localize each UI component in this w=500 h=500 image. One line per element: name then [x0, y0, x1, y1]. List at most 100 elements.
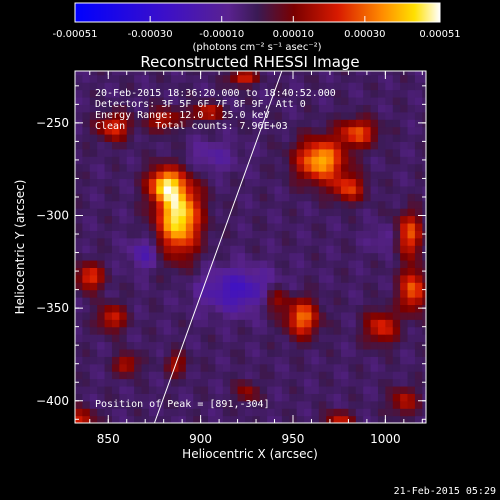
heatmap-cell [185, 185, 194, 194]
heatmap-cell [230, 133, 239, 142]
heatmap-cell [185, 415, 194, 423]
heatmap-cell [422, 334, 426, 343]
heatmap-cell [348, 111, 357, 120]
heatmap-cell [215, 230, 224, 239]
heatmap-cell [89, 393, 98, 402]
heatmap-cell [156, 200, 165, 209]
heatmap-cell [178, 178, 187, 187]
heatmap-cell [304, 104, 313, 113]
heatmap-cell [370, 356, 379, 365]
heatmap-cell [333, 341, 342, 350]
heatmap-cell [385, 156, 394, 165]
heatmap-cell [267, 74, 276, 83]
heatmap-cell [392, 385, 401, 394]
heatmap-cell [385, 334, 394, 343]
heatmap-cell [348, 208, 357, 217]
heatmap-cell [289, 104, 298, 113]
heatmap-cell [341, 363, 350, 372]
heatmap-cell [82, 111, 91, 120]
heatmap-cell [230, 297, 239, 306]
heatmap-cell [355, 297, 364, 306]
heatmap-cell [422, 237, 426, 246]
heatmap-cell [200, 171, 209, 180]
heatmap-cell [326, 74, 335, 83]
heatmap-cell [311, 89, 320, 98]
heatmap-cell [326, 334, 335, 343]
heatmap-cell [274, 96, 283, 105]
heatmap-cell [171, 408, 180, 417]
heatmap-cell [392, 171, 401, 180]
heatmap-cell [252, 400, 261, 409]
heatmap-cell [363, 348, 372, 357]
heatmap-cell [274, 111, 283, 120]
heatmap-cell [244, 356, 253, 365]
heatmap-cell [348, 230, 357, 239]
heatmap-cell [126, 126, 135, 135]
heatmap-cell [392, 400, 401, 409]
heatmap-cell [111, 89, 120, 98]
heatmap-cell [370, 363, 379, 372]
heatmap-cell [244, 133, 253, 142]
heatmap-cell [377, 82, 386, 91]
heatmap-cell [208, 126, 216, 135]
heatmap-cell [82, 282, 91, 291]
heatmap-cell [363, 363, 372, 372]
heatmap-cell [363, 148, 372, 157]
heatmap-cell [171, 148, 180, 157]
heatmap-cell [171, 230, 180, 239]
heatmap-cell [422, 163, 426, 172]
heatmap-cell [355, 326, 364, 335]
heatmap-cell [392, 252, 401, 261]
heatmap-cell [407, 289, 416, 298]
heatmap-cell [208, 89, 216, 98]
heatmap-cell [230, 89, 239, 98]
heatmap-cell [377, 289, 386, 298]
heatmap-cell [392, 408, 401, 417]
heatmap-cell [119, 178, 128, 187]
heatmap-cell [289, 148, 298, 157]
heatmap-cell [244, 82, 253, 91]
heatmap-cell [141, 348, 150, 357]
heatmap-cell [333, 185, 342, 194]
heatmap-cell [274, 297, 283, 306]
heatmap-cell [414, 326, 423, 335]
annotation-energy-range: Energy Range: 12.0 - 25.0 keV [95, 110, 270, 121]
heatmap-cell [341, 304, 350, 313]
heatmap-cell [126, 178, 135, 187]
heatmap-cell [296, 408, 305, 417]
heatmap-cell [222, 304, 231, 313]
heatmap-cell [311, 326, 320, 335]
heatmap-cell [274, 126, 283, 135]
heatmap-cell [414, 356, 423, 365]
heatmap-cell [171, 171, 180, 180]
heatmap-cell [126, 341, 135, 350]
heatmap-cell [348, 178, 357, 187]
heatmap-cell [215, 89, 224, 98]
heatmap-cell [200, 215, 209, 224]
heatmap-cell [215, 304, 224, 313]
heatmap-cell [422, 96, 426, 105]
heatmap-cell [333, 156, 342, 165]
heatmap-cell [148, 371, 157, 380]
heatmap-cell [407, 237, 416, 246]
heatmap-cell [414, 215, 423, 224]
heatmap-cell [82, 415, 91, 423]
heatmap-cell [370, 297, 379, 306]
heatmap-cell [370, 252, 379, 261]
heatmap-cell [267, 222, 276, 231]
heatmap-cell [208, 71, 216, 76]
heatmap-cell [407, 385, 416, 394]
heatmap-cell [134, 89, 143, 98]
heatmap-cell [274, 71, 283, 76]
heatmap-cell [400, 96, 409, 105]
heatmap-cell [200, 141, 209, 150]
heatmap-cell [111, 185, 120, 194]
heatmap-cell [274, 311, 283, 320]
heatmap-cell [156, 415, 165, 423]
heatmap-cell [119, 393, 128, 402]
heatmap-cell [274, 82, 283, 91]
heatmap-cell [341, 156, 350, 165]
heatmap-cell [134, 156, 143, 165]
heatmap-cell [237, 141, 246, 150]
heatmap-cell [185, 193, 194, 202]
